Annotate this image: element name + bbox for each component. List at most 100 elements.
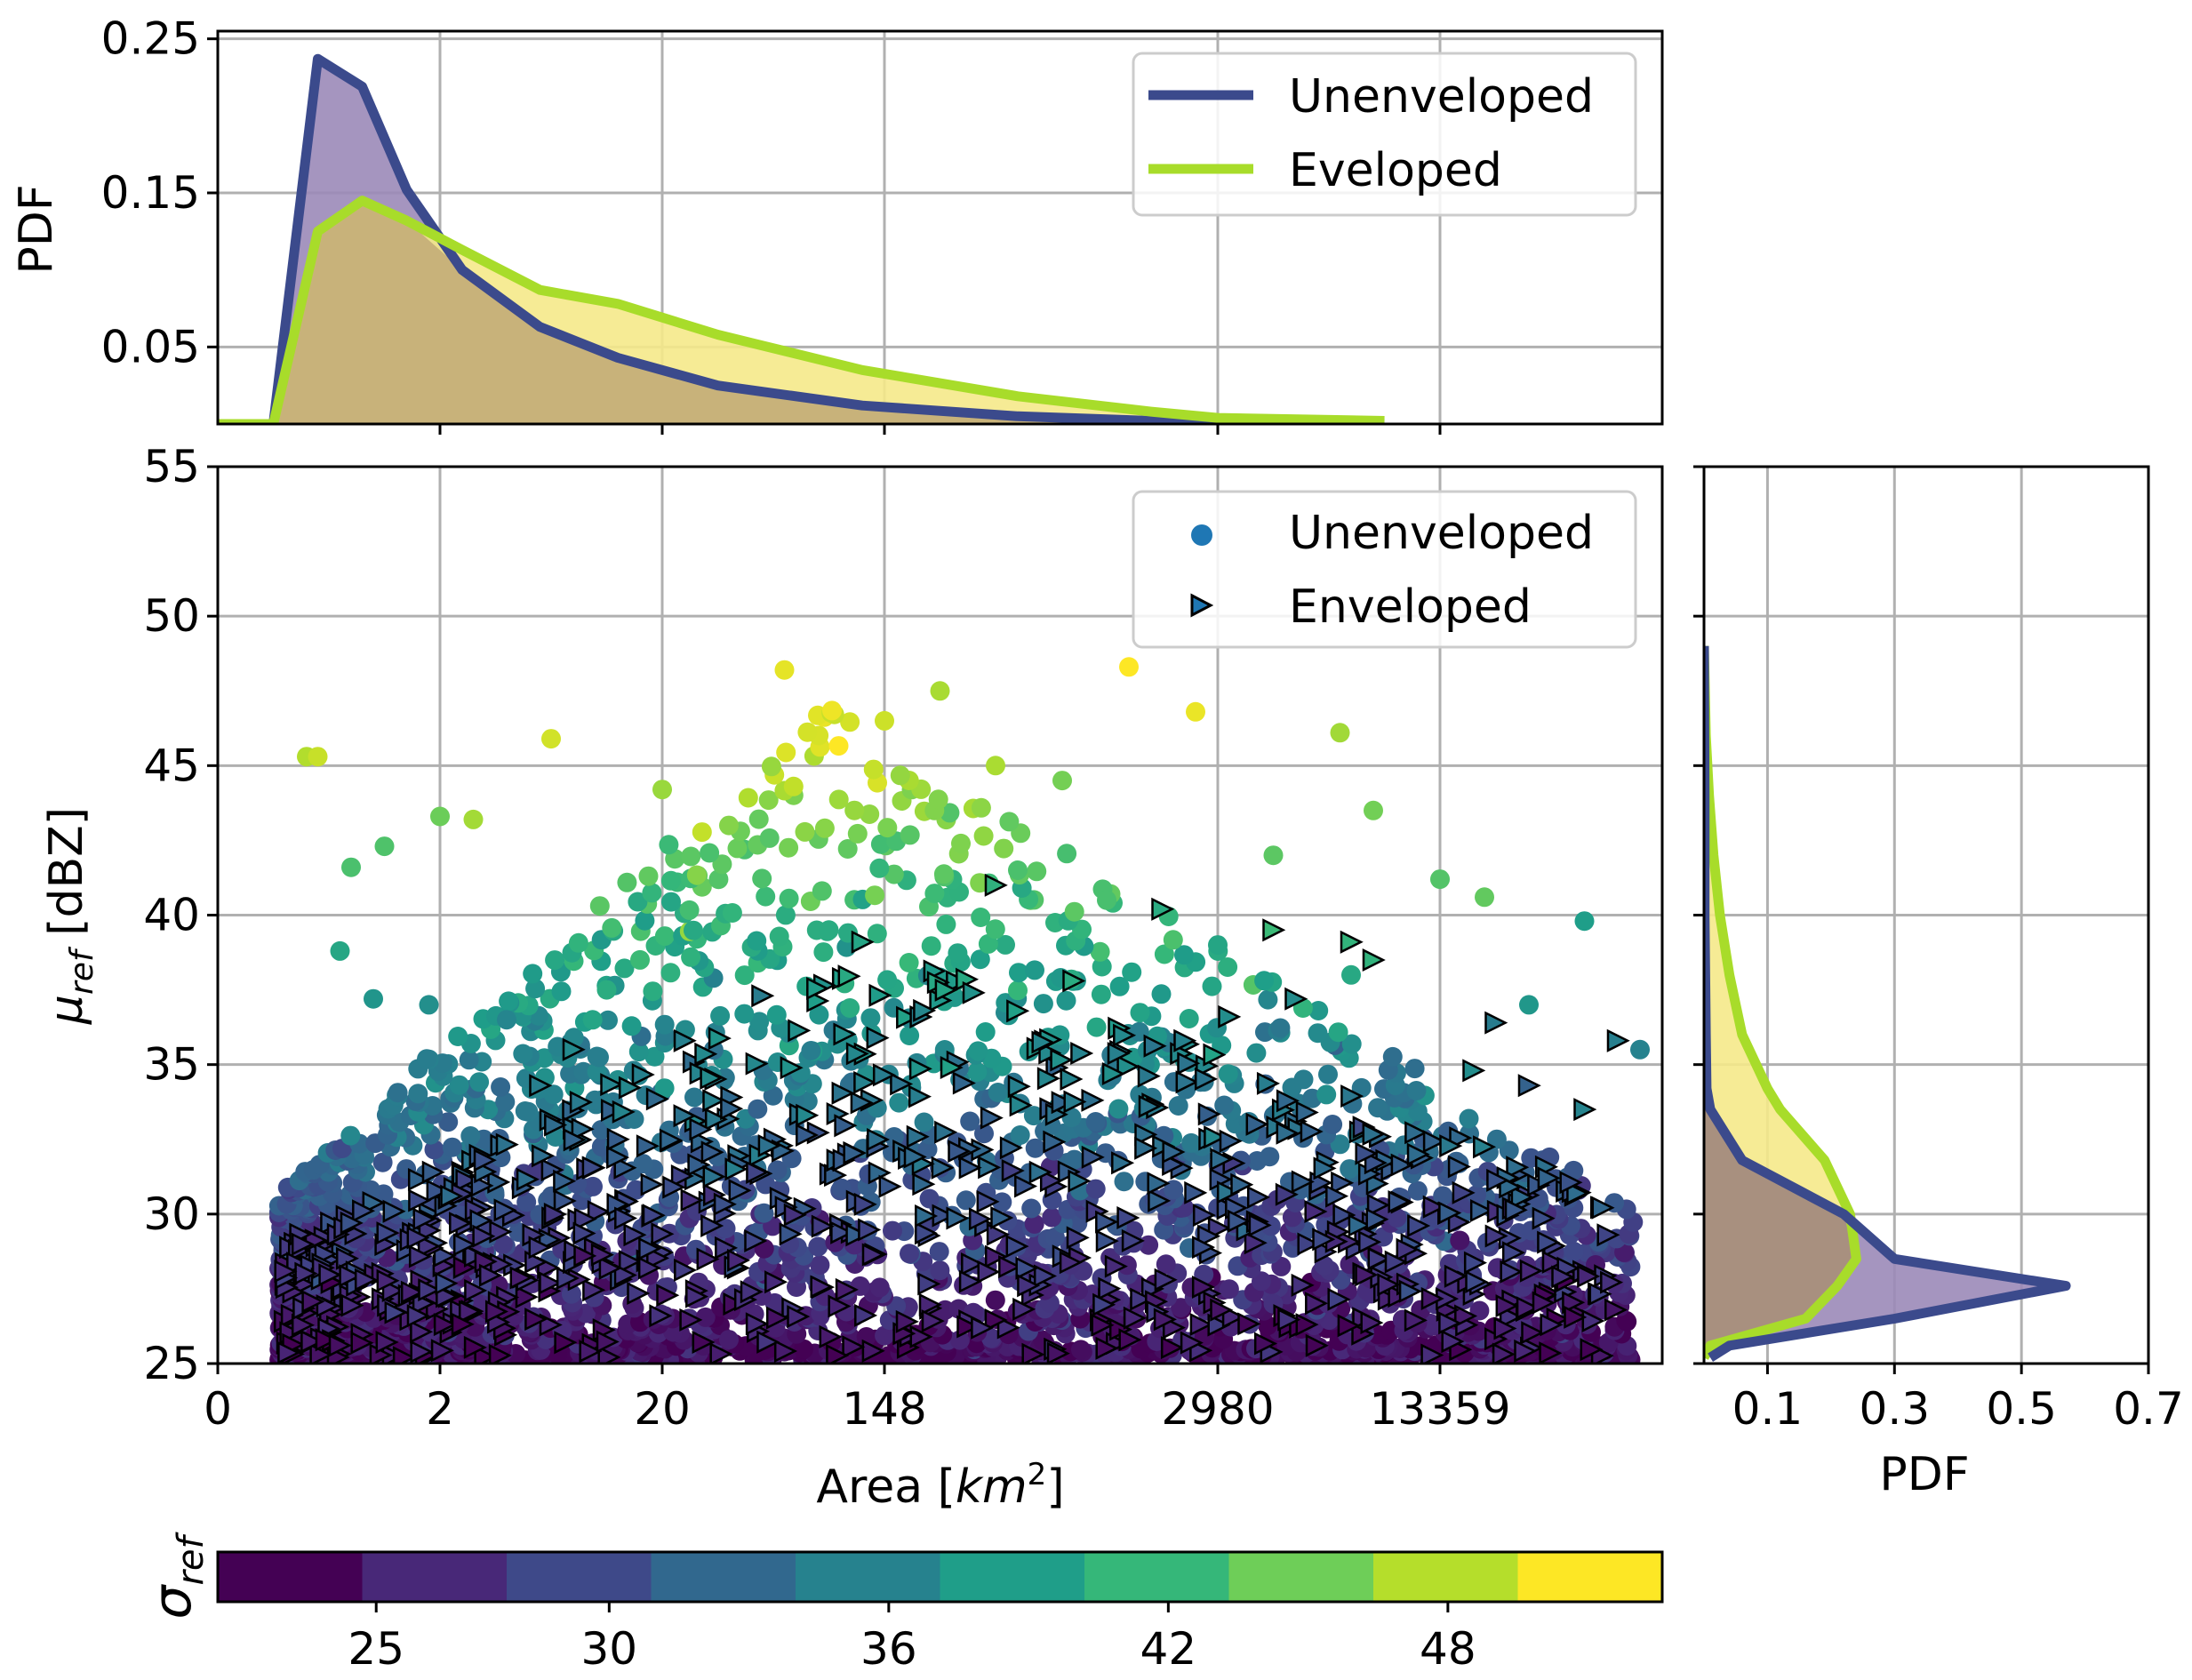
- scatter-point-unenveloped: [644, 1046, 665, 1067]
- scatter-point-unenveloped: [1368, 1098, 1388, 1118]
- scatter-point-enveloped: [702, 1164, 726, 1188]
- colorbar-cell: [940, 1552, 1085, 1602]
- scatter-point-enveloped: [1210, 1148, 1234, 1172]
- scatter-point-enveloped: [612, 1100, 636, 1124]
- scatter-point-enveloped: [1113, 1023, 1137, 1047]
- scatter-point-unenveloped: [734, 1004, 755, 1024]
- scatter-point-unenveloped: [1258, 1316, 1277, 1336]
- scatter-point-unenveloped: [889, 1092, 909, 1113]
- colorbar-cell: [1517, 1552, 1663, 1602]
- scatter-point-unenveloped: [890, 765, 910, 786]
- scatter-point-enveloped: [700, 1066, 724, 1090]
- scatter-point-enveloped: [958, 1156, 982, 1180]
- scatter-point-enveloped: [478, 1263, 502, 1287]
- scatter-point-unenveloped: [654, 1078, 675, 1099]
- scatter-point-enveloped: [553, 1169, 577, 1193]
- scatter-point-unenveloped: [1114, 1172, 1134, 1192]
- scatter-point-enveloped: [1407, 1213, 1431, 1238]
- scatter-point-enveloped: [1151, 897, 1175, 921]
- scatter-point-enveloped: [1227, 1209, 1251, 1233]
- scatter-point-enveloped: [440, 1184, 464, 1208]
- scatter-point-unenveloped: [660, 870, 681, 891]
- scatter-point-enveloped: [417, 1234, 441, 1259]
- scatter-point-enveloped: [1050, 1048, 1074, 1072]
- scatter-point-unenveloped: [870, 834, 891, 854]
- colorbar-cell: [651, 1552, 796, 1602]
- scatter-point-enveloped: [571, 1117, 595, 1141]
- scatter-point-enveloped: [581, 1156, 605, 1180]
- scatter-points: [268, 657, 1650, 1364]
- scatter-point-enveloped: [569, 1090, 593, 1115]
- main-x-ticks: 0 2 20 148 2980 13359: [204, 1364, 1511, 1435]
- scatter-point-unenveloped: [1052, 771, 1072, 791]
- scatter-point-enveloped: [903, 1145, 927, 1169]
- scatter-point-enveloped: [1506, 1156, 1530, 1180]
- scatter-point-enveloped: [878, 1174, 902, 1198]
- scatter-point-enveloped: [1438, 1201, 1462, 1225]
- scatter-point-unenveloped: [628, 1042, 649, 1062]
- scatter-point-unenveloped: [928, 789, 948, 810]
- legend-marker-unenveloped: [1191, 524, 1212, 546]
- scatter-point-enveloped: [831, 1081, 855, 1105]
- main-ytick-label: 40: [143, 890, 200, 941]
- scatter-point-enveloped: [1005, 1235, 1029, 1259]
- scatter-point-enveloped: [756, 1330, 780, 1354]
- scatter-point-enveloped: [350, 1331, 374, 1355]
- scatter-point-unenveloped: [985, 919, 1005, 940]
- scatter-point-unenveloped: [710, 1005, 731, 1026]
- scatter-point-enveloped: [1367, 1246, 1391, 1271]
- scatter-point-enveloped: [1444, 1264, 1468, 1288]
- scatter-point-unenveloped: [971, 908, 991, 927]
- scatter-point-unenveloped: [763, 1085, 783, 1106]
- scatter-point-unenveloped: [875, 1325, 895, 1346]
- scatter-point-unenveloped: [978, 933, 998, 954]
- scatter-point-unenveloped: [761, 756, 781, 777]
- scatter-point-enveloped: [971, 1316, 995, 1340]
- scatter-point-enveloped: [554, 1331, 578, 1355]
- right-frame: [1702, 465, 2150, 1365]
- scatter-point-enveloped: [810, 1275, 834, 1299]
- scatter-point-enveloped: [696, 1247, 720, 1271]
- scatter-point-enveloped: [845, 1042, 869, 1066]
- scatter-point-unenveloped: [679, 900, 700, 920]
- scatter-point-enveloped: [744, 1228, 768, 1253]
- scatter-point-unenveloped: [775, 905, 796, 925]
- scatter-point-enveloped: [1148, 1188, 1172, 1212]
- scatter-point-unenveloped: [492, 1234, 513, 1254]
- scatter-point-unenveloped: [779, 888, 799, 908]
- scatter-point-enveloped: [1537, 1166, 1561, 1190]
- scatter-point-unenveloped: [828, 736, 849, 756]
- scatter-point-unenveloped: [869, 1277, 890, 1298]
- scatter-point-enveloped: [1473, 1135, 1497, 1159]
- scatter-point-enveloped: [579, 1340, 603, 1364]
- scatter-point-enveloped: [834, 1114, 858, 1138]
- scatter-point-enveloped: [1377, 1273, 1401, 1297]
- scatter-point-enveloped: [1147, 1172, 1171, 1196]
- scatter-point-enveloped: [473, 1148, 497, 1172]
- scatter-point-enveloped: [1484, 1224, 1508, 1248]
- scatter-point-enveloped: [866, 1026, 890, 1050]
- scatter-point-unenveloped: [654, 926, 675, 947]
- scatter-point-unenveloped: [727, 838, 748, 859]
- scatter-point-unenveloped: [863, 759, 884, 780]
- scatter-point-enveloped: [1246, 1185, 1270, 1209]
- scatter-point-enveloped: [1219, 1129, 1243, 1153]
- scatter-point-unenveloped: [491, 1077, 511, 1097]
- scatter-point-enveloped: [430, 1339, 454, 1363]
- scatter-point-enveloped: [1493, 1316, 1517, 1340]
- scatter-point-unenveloped: [992, 1192, 1012, 1212]
- scatter-point-unenveloped: [1486, 1129, 1507, 1149]
- scatter-point-enveloped: [999, 1136, 1023, 1160]
- scatter-point-enveloped: [1340, 930, 1364, 954]
- scatter-point-unenveloped: [847, 823, 868, 844]
- scatter-point-enveloped: [1177, 1052, 1201, 1076]
- scatter-point-enveloped: [412, 1207, 436, 1231]
- scatter-point-enveloped: [474, 1345, 498, 1364]
- scatter-point-enveloped: [1355, 1263, 1379, 1287]
- scatter-point-unenveloped: [408, 1084, 428, 1104]
- scatter-point-enveloped: [1095, 1336, 1119, 1360]
- top-ytick-label: 0.15: [101, 167, 200, 219]
- main-xtick-label: 0: [204, 1383, 232, 1435]
- scatter-point-unenveloped: [960, 1111, 980, 1132]
- scatter-point-unenveloped: [948, 943, 968, 964]
